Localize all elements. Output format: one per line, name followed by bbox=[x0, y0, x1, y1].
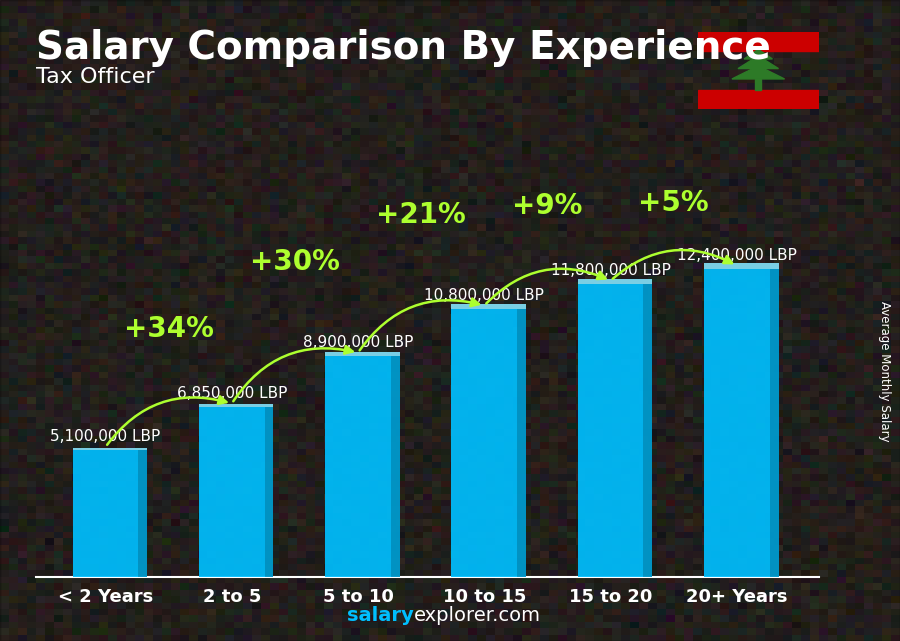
FancyBboxPatch shape bbox=[391, 356, 400, 577]
Bar bbox=[755, 79, 761, 90]
Text: explorer.com: explorer.com bbox=[414, 606, 541, 625]
Text: 6,850,000 LBP: 6,850,000 LBP bbox=[176, 386, 287, 401]
Text: salary: salary bbox=[347, 606, 414, 625]
FancyBboxPatch shape bbox=[73, 448, 147, 450]
Text: Tax Officer: Tax Officer bbox=[36, 67, 155, 87]
Text: +5%: +5% bbox=[638, 189, 709, 217]
Text: 11,800,000 LBP: 11,800,000 LBP bbox=[551, 263, 670, 278]
Text: Salary Comparison By Experience: Salary Comparison By Experience bbox=[36, 29, 770, 67]
FancyBboxPatch shape bbox=[770, 269, 778, 577]
Text: 5,100,000 LBP: 5,100,000 LBP bbox=[50, 429, 160, 444]
FancyBboxPatch shape bbox=[265, 407, 274, 577]
Polygon shape bbox=[732, 66, 785, 79]
FancyBboxPatch shape bbox=[452, 304, 526, 309]
FancyBboxPatch shape bbox=[518, 309, 526, 577]
Bar bbox=[698, 32, 819, 51]
FancyBboxPatch shape bbox=[578, 284, 644, 577]
FancyBboxPatch shape bbox=[199, 404, 274, 407]
FancyBboxPatch shape bbox=[704, 269, 770, 577]
Text: +21%: +21% bbox=[376, 201, 466, 229]
FancyBboxPatch shape bbox=[73, 450, 139, 577]
FancyBboxPatch shape bbox=[199, 407, 265, 577]
FancyBboxPatch shape bbox=[325, 356, 391, 577]
FancyBboxPatch shape bbox=[325, 352, 400, 356]
Text: +9%: +9% bbox=[512, 192, 582, 221]
Text: +34%: +34% bbox=[123, 315, 213, 343]
FancyBboxPatch shape bbox=[578, 279, 652, 284]
Text: +30%: +30% bbox=[250, 248, 340, 276]
FancyBboxPatch shape bbox=[452, 309, 518, 577]
FancyBboxPatch shape bbox=[704, 263, 778, 269]
Bar bbox=[698, 90, 819, 109]
Text: Average Monthly Salary: Average Monthly Salary bbox=[878, 301, 890, 442]
Text: 10,800,000 LBP: 10,800,000 LBP bbox=[425, 288, 544, 303]
FancyBboxPatch shape bbox=[139, 450, 147, 577]
Polygon shape bbox=[738, 56, 778, 69]
Text: 12,400,000 LBP: 12,400,000 LBP bbox=[677, 248, 796, 263]
Polygon shape bbox=[744, 49, 772, 59]
Text: 8,900,000 LBP: 8,900,000 LBP bbox=[303, 335, 413, 350]
FancyBboxPatch shape bbox=[644, 284, 652, 577]
